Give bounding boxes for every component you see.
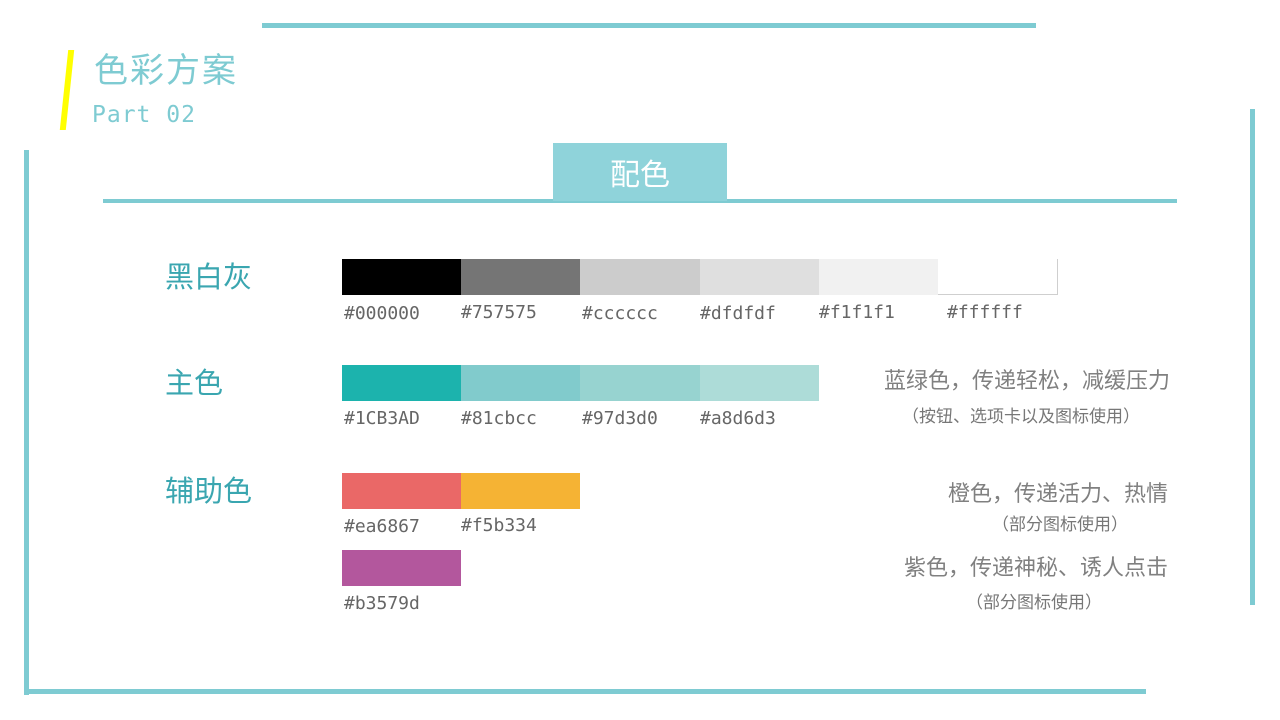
hex-label: #cccccc xyxy=(582,303,658,324)
swatch-dark-gray xyxy=(461,259,580,295)
purple-description: 紫色，传递神秘、诱人点击 xyxy=(903,556,1168,581)
hex-label: #b3579d xyxy=(344,593,420,614)
swatch-off-white xyxy=(819,259,938,295)
tab-color-scheme[interactable]: 配色 xyxy=(553,143,727,201)
swatch-pale-gray xyxy=(700,259,819,295)
secondary-palette-purple: #b3579d xyxy=(342,550,462,614)
primary-description: 蓝绿色，传递轻松，减缓压力 xyxy=(883,369,1170,394)
primary-note: （按钮、选项卡以及图标使用） xyxy=(902,407,1140,427)
right-border xyxy=(1250,109,1255,605)
bottom-border xyxy=(24,689,1146,694)
hex-label: #97d3d0 xyxy=(582,408,658,429)
hex-label: #f5b334 xyxy=(461,515,537,536)
purple-note: （部分图标使用） xyxy=(966,593,1102,613)
primary-palette: #1CB3AD #81cbcc #97d3d0 #a8d6d3 xyxy=(342,365,820,429)
neutral-palette: #000000 #757575 #cccccc #dfdfdf #f1f1f1 … xyxy=(342,259,1058,324)
section-title: 色彩方案 xyxy=(94,51,238,91)
swatch-teal xyxy=(342,365,461,401)
swatch-teal-lighter xyxy=(580,365,700,401)
tab-underline xyxy=(103,199,1177,203)
hex-label: #1CB3AD xyxy=(344,408,420,429)
swatch-teal-pale xyxy=(700,365,819,401)
hex-label: #dfdfdf xyxy=(700,303,776,324)
hex-label: #ffffff xyxy=(947,302,1023,323)
swatch-light-gray xyxy=(580,259,700,295)
row-label-neutral: 黑白灰 xyxy=(165,260,253,294)
swatch-black xyxy=(342,259,461,295)
accent-slash xyxy=(59,50,75,130)
row-label-secondary: 辅助色 xyxy=(165,474,253,508)
top-divider xyxy=(262,23,1036,28)
hex-label: #a8d6d3 xyxy=(700,408,776,429)
swatch-purple xyxy=(342,550,461,586)
swatch-orange xyxy=(461,473,580,509)
secondary-palette-warm: #ea6867 #f5b334 xyxy=(342,473,582,537)
hex-label: #757575 xyxy=(461,302,537,323)
row-label-primary: 主色 xyxy=(165,366,224,400)
hex-label: #000000 xyxy=(344,303,420,324)
left-border xyxy=(24,150,29,695)
orange-description: 橙色，传递活力、热情 xyxy=(947,482,1168,507)
hex-label: #f1f1f1 xyxy=(819,302,895,323)
hex-label: #81cbcc xyxy=(461,408,537,429)
hex-label: #ea6867 xyxy=(344,516,420,537)
orange-note: （部分图标使用） xyxy=(992,515,1128,535)
section-subtitle: Part 02 xyxy=(92,102,196,128)
swatch-teal-light xyxy=(461,365,580,401)
swatch-white xyxy=(938,259,1058,295)
swatch-coral xyxy=(342,473,461,509)
